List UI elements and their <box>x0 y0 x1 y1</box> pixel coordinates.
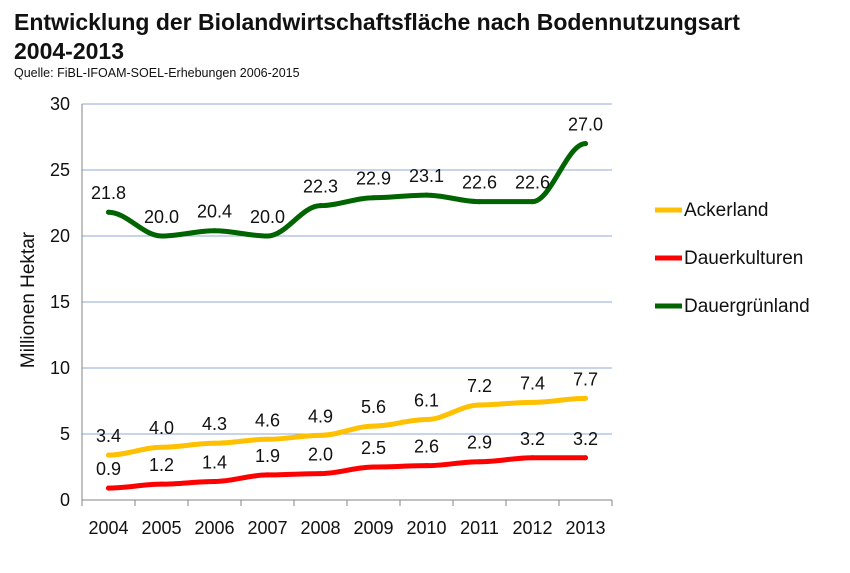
data-point-dauerkulturen <box>424 463 429 469</box>
data-label-ackerland: 4.6 <box>255 410 280 430</box>
data-point-ackerland <box>265 436 270 442</box>
x-tick-label-2011: 2011 <box>460 518 499 538</box>
data-label-ackerland: 4.9 <box>308 406 333 426</box>
data-label-dauerkulturen: 2.9 <box>467 433 492 453</box>
data-label-dauerkulturen: 2.6 <box>414 437 439 457</box>
data-point-dauerkulturen <box>318 471 323 477</box>
data-label-ackerland: 7.4 <box>520 373 545 393</box>
data-point-ackerland <box>424 416 429 422</box>
data-point-dauerkulturen <box>477 459 482 465</box>
data-point-dauergr-nland <box>265 233 270 239</box>
x-tick-label-2004: 2004 <box>88 518 128 538</box>
data-point-ackerland <box>318 432 323 438</box>
data-point-dauerkulturen <box>106 485 111 491</box>
series-lines <box>106 141 588 491</box>
data-point-dauergr-nland <box>159 233 164 239</box>
x-tick-label-2005: 2005 <box>141 518 181 538</box>
y-tick-label-25: 25 <box>50 160 70 180</box>
data-label-dauerkulturen: 1.4 <box>202 453 227 473</box>
data-label-dauerkulturen: 3.2 <box>520 429 545 449</box>
data-point-ackerland <box>583 395 588 401</box>
data-label-dauerkulturen: 1.2 <box>149 455 174 475</box>
data-point-dauergr-nland <box>318 203 323 209</box>
data-label-ackerland: 3.4 <box>96 426 121 446</box>
axes: 0 5 10 15 20 25 30 2004 2005 2006 2007 2008 2009 2010… <box>50 94 613 538</box>
data-point-dauergr-nland <box>424 192 429 198</box>
data-point-dauergr-nland <box>106 209 111 215</box>
data-point-dauerkulturen <box>265 472 270 478</box>
data-point-dauergr-nland <box>477 199 482 205</box>
data-labels: 3.4 4.0 4.3 4.6 4.9 5.6 6.1 7.2 7.4 7.7 0.9 1.2 1.4 1… <box>91 115 603 480</box>
gridlines <box>82 103 612 435</box>
data-label-dauerkulturen: 0.9 <box>96 459 121 479</box>
data-label-dauergr-nland: 23.1 <box>409 166 444 186</box>
data-point-ackerland <box>159 444 164 450</box>
chart-title-line2: 2004-2013 <box>14 38 124 64</box>
chart-title: Entwicklung der Biolandwirtschaftsfläche… <box>14 8 740 66</box>
chart-title-line1: Entwicklung der Biolandwirtschaftsfläche… <box>14 9 740 35</box>
series-line-dauergr-nland <box>106 141 588 239</box>
data-label-ackerland: 4.0 <box>149 418 174 438</box>
series-line-ackerland <box>106 395 588 458</box>
data-point-dauergr-nland <box>212 228 217 234</box>
data-label-dauergr-nland: 20.4 <box>197 202 232 222</box>
data-label-dauergr-nland: 22.9 <box>356 169 391 189</box>
data-label-ackerland: 7.2 <box>467 376 492 396</box>
series-line-dauerkulturen <box>106 455 588 491</box>
data-label-dauergr-nland: 27.0 <box>568 115 603 135</box>
x-tick-label-2012: 2012 <box>512 518 552 538</box>
y-tick-label-5: 5 <box>60 424 70 444</box>
data-point-ackerland <box>371 423 376 429</box>
data-label-dauergr-nland: 21.8 <box>91 183 126 203</box>
legend-label-dauergr-nland: Dauergrünland <box>684 296 810 317</box>
x-tick-label-2013: 2013 <box>565 518 605 538</box>
legend-label-dauerkulturen: Dauerkulturen <box>684 248 803 269</box>
data-label-dauergr-nland: 20.0 <box>250 207 285 227</box>
x-tick-label-2009: 2009 <box>353 518 393 538</box>
data-point-dauerkulturen <box>530 455 535 461</box>
data-label-dauerkulturen: 2.0 <box>308 445 333 465</box>
data-point-ackerland <box>106 452 111 458</box>
data-label-dauerkulturen: 2.5 <box>361 438 386 458</box>
legend: Ackerland Dauerkulturen Dauergrünland <box>655 200 810 317</box>
data-point-dauerkulturen <box>212 479 217 485</box>
x-tick-label-2010: 2010 <box>406 518 446 538</box>
y-tick-label-20: 20 <box>50 226 70 246</box>
x-tick-label-2006: 2006 <box>194 518 234 538</box>
y-axis-label: Millionen Hektar <box>18 231 39 368</box>
data-point-ackerland <box>530 399 535 405</box>
data-label-dauerkulturen: 3.2 <box>573 429 598 449</box>
data-point-dauergr-nland <box>530 199 535 205</box>
y-tick-label-0: 0 <box>60 490 70 510</box>
data-label-ackerland: 6.1 <box>414 390 439 410</box>
data-label-ackerland: 7.7 <box>573 369 598 389</box>
data-point-ackerland <box>212 440 217 446</box>
data-point-dauerkulturen <box>159 481 164 487</box>
y-tick-label-10: 10 <box>50 358 70 378</box>
legend-label-ackerland: Ackerland <box>684 200 769 221</box>
x-tick-label-2008: 2008 <box>300 518 340 538</box>
data-label-dauergr-nland: 22.3 <box>303 177 338 197</box>
data-label-dauerkulturen: 1.9 <box>255 446 280 466</box>
data-label-dauergr-nland: 22.6 <box>515 173 550 193</box>
x-tick-label-2007: 2007 <box>247 518 287 538</box>
data-point-dauerkulturen <box>583 455 588 461</box>
chart-source: Quelle: FiBL-IFOAM-SOEL-Erhebungen 2006-… <box>14 66 300 80</box>
data-label-ackerland: 5.6 <box>361 397 386 417</box>
y-tick-label-15: 15 <box>50 292 70 312</box>
data-point-ackerland <box>477 402 482 408</box>
data-label-dauergr-nland: 20.0 <box>144 207 179 227</box>
data-point-dauerkulturen <box>371 464 376 470</box>
data-label-ackerland: 4.3 <box>202 414 227 434</box>
data-point-dauergr-nland <box>371 195 376 201</box>
data-point-dauergr-nland <box>583 141 588 147</box>
data-label-dauergr-nland: 22.6 <box>462 173 497 193</box>
y-tick-label-30: 30 <box>50 94 70 114</box>
